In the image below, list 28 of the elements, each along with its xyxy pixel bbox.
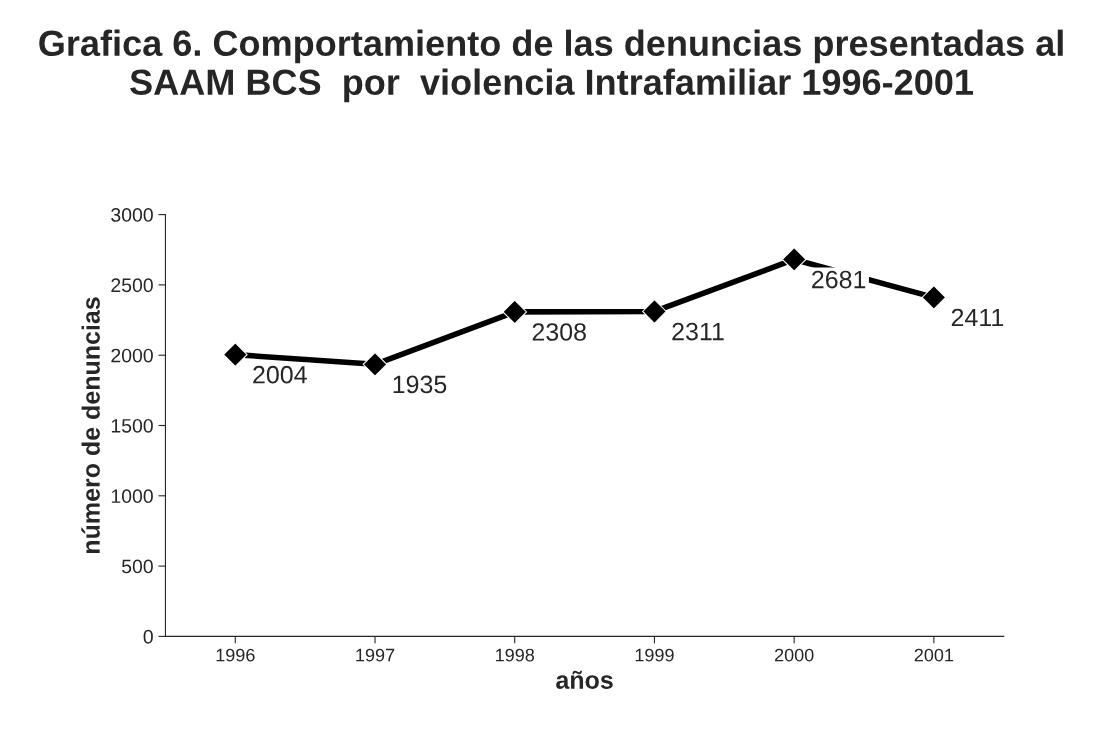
x-tick-label: 1996 bbox=[216, 648, 255, 662]
point bbox=[642, 299, 667, 324]
x-tick-label: 1997 bbox=[356, 648, 395, 662]
y-tick-label: 1000 bbox=[111, 489, 153, 504]
data-label: 1935 bbox=[393, 375, 447, 394]
point bbox=[781, 247, 807, 272]
point bbox=[921, 285, 947, 310]
data-label: 2311 bbox=[672, 322, 724, 341]
chart-title: Grafica 6. Comportamiento de las denuncias presentadas al SAAM BCS por violencia Intrafamiliar 1996-2001 bbox=[39, 29, 1063, 103]
data-label: 2004 bbox=[253, 365, 307, 384]
y-axis-title: número de denuncias bbox=[81, 297, 100, 554]
x-axis-title: años bbox=[556, 670, 613, 689]
data-label: 2308 bbox=[532, 323, 586, 341]
point bbox=[223, 342, 248, 367]
y-tick-label: 2500 bbox=[111, 278, 153, 293]
point bbox=[362, 352, 388, 377]
x-tick-label: 2001 bbox=[914, 648, 954, 662]
y-tick-label: 2000 bbox=[111, 348, 153, 363]
x-tick-label: 1998 bbox=[496, 648, 535, 662]
data-label: 2411 bbox=[951, 308, 1004, 327]
y-tick-label: 0 bbox=[143, 629, 153, 644]
y-tick-label: 3000 bbox=[111, 208, 153, 222]
point bbox=[502, 299, 528, 325]
y-tick-label: 500 bbox=[121, 559, 153, 574]
x-tick-label: 2000 bbox=[774, 648, 814, 662]
data-label: 2681 bbox=[812, 270, 866, 289]
y-tick-label: 1500 bbox=[111, 418, 153, 433]
x-tick-label: 1999 bbox=[635, 648, 674, 662]
